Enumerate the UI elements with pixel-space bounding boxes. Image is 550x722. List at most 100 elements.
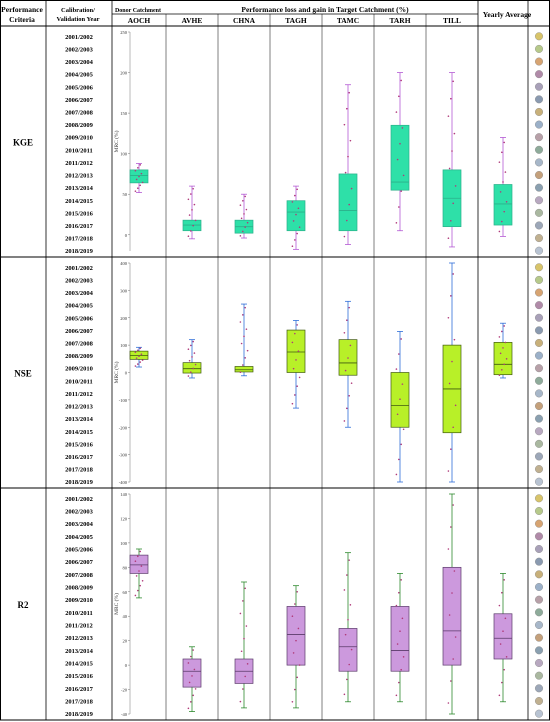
y-axis-label: MRC (%) bbox=[113, 130, 120, 152]
data-point bbox=[346, 407, 348, 410]
data-point bbox=[239, 700, 242, 703]
year-label: 2016/2017 bbox=[65, 686, 94, 693]
data-point bbox=[291, 700, 294, 703]
data-point bbox=[141, 359, 144, 361]
data-point bbox=[194, 219, 197, 222]
data-point bbox=[292, 652, 295, 654]
data-point bbox=[501, 681, 503, 684]
year-dot bbox=[535, 246, 544, 255]
data-point bbox=[448, 382, 451, 385]
data-point bbox=[240, 217, 243, 220]
data-point bbox=[294, 194, 296, 197]
year-label: 2007/2008 bbox=[65, 109, 94, 116]
year-dot bbox=[535, 414, 544, 423]
box-body bbox=[493, 184, 513, 226]
data-point bbox=[503, 363, 506, 366]
data-point bbox=[188, 681, 191, 684]
data-point bbox=[190, 193, 192, 195]
data-point bbox=[296, 676, 299, 679]
data-point bbox=[447, 115, 450, 117]
data-point bbox=[296, 188, 299, 191]
year-label: 2005/2006 bbox=[65, 547, 94, 554]
data-point bbox=[239, 235, 242, 237]
data-point bbox=[295, 213, 297, 216]
y-tick-label: -200 bbox=[119, 425, 128, 430]
y-tick-label: 400 bbox=[120, 261, 128, 266]
data-point bbox=[141, 181, 144, 184]
data-point bbox=[501, 368, 503, 371]
year-dot bbox=[535, 263, 544, 272]
data-point bbox=[240, 342, 243, 345]
box-avhe bbox=[182, 185, 202, 240]
data-point bbox=[292, 220, 295, 222]
data-point bbox=[137, 363, 139, 365]
year-label: 2002/2003 bbox=[65, 509, 94, 516]
data-point bbox=[398, 458, 400, 461]
data-point bbox=[346, 678, 348, 681]
year-label: 2001/2002 bbox=[65, 34, 93, 41]
data-point bbox=[448, 167, 451, 170]
data-point bbox=[291, 615, 294, 618]
data-point bbox=[400, 443, 403, 446]
data-point bbox=[188, 214, 191, 216]
data-point bbox=[505, 656, 508, 658]
data-point bbox=[452, 504, 455, 506]
data-point bbox=[396, 158, 399, 161]
year-dot bbox=[535, 171, 544, 180]
data-point bbox=[452, 426, 455, 429]
data-point bbox=[245, 208, 248, 211]
year-label: 2017/2018 bbox=[65, 236, 94, 243]
data-point bbox=[190, 655, 192, 658]
data-point bbox=[140, 353, 143, 356]
year-label: 2002/2003 bbox=[65, 46, 94, 53]
data-point bbox=[447, 702, 450, 704]
data-point bbox=[503, 141, 506, 144]
box-body bbox=[493, 342, 513, 376]
year-dot bbox=[535, 519, 544, 528]
box-chna bbox=[234, 193, 254, 239]
data-point bbox=[398, 591, 400, 594]
data-point bbox=[194, 688, 197, 690]
data-point bbox=[244, 675, 246, 678]
data-point bbox=[187, 662, 190, 664]
yearly-header: Yearly Average bbox=[483, 10, 532, 19]
data-point bbox=[297, 627, 300, 630]
data-point bbox=[453, 570, 456, 572]
y-tick-label: 300 bbox=[120, 288, 128, 293]
data-point bbox=[402, 174, 405, 177]
data-point bbox=[395, 111, 398, 113]
box-avhe bbox=[182, 339, 202, 379]
data-point bbox=[343, 420, 346, 422]
data-point bbox=[448, 614, 451, 616]
year-label: 2014/2015 bbox=[65, 198, 94, 205]
column-header-tagh: TAGH bbox=[285, 16, 307, 25]
box-aoch bbox=[129, 162, 149, 194]
year-dot bbox=[535, 557, 544, 566]
box-avhe bbox=[182, 646, 202, 712]
year-label: 2003/2004 bbox=[65, 521, 94, 528]
criterion-label: NSE bbox=[14, 369, 32, 379]
year-dot bbox=[535, 439, 544, 448]
data-point bbox=[346, 107, 348, 110]
data-point bbox=[244, 357, 246, 359]
year-label: 2008/2009 bbox=[65, 353, 94, 360]
year-dot bbox=[535, 452, 544, 461]
year-dot bbox=[535, 621, 544, 630]
data-point bbox=[246, 349, 249, 352]
year-dot bbox=[535, 326, 544, 335]
box-body bbox=[442, 566, 462, 666]
data-point bbox=[139, 584, 141, 587]
data-point bbox=[450, 295, 452, 297]
data-point bbox=[504, 617, 507, 620]
data-point bbox=[452, 273, 455, 275]
box-body bbox=[390, 606, 410, 672]
data-point bbox=[240, 650, 243, 653]
data-point bbox=[242, 364, 244, 366]
data-point bbox=[134, 594, 137, 597]
year-label: 2015/2016 bbox=[65, 441, 94, 448]
data-point bbox=[192, 694, 194, 697]
y-tick-label: 60 bbox=[123, 590, 128, 595]
box-yearly-average bbox=[493, 137, 513, 237]
data-point bbox=[138, 570, 140, 572]
data-point bbox=[502, 347, 504, 349]
